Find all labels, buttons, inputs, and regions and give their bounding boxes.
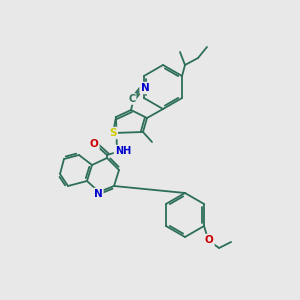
Text: N: N — [94, 189, 102, 199]
Text: O: O — [90, 139, 98, 149]
Text: C: C — [128, 94, 136, 104]
Text: NH: NH — [115, 146, 131, 156]
Text: S: S — [109, 128, 117, 138]
Text: N: N — [141, 83, 149, 93]
Text: O: O — [205, 235, 213, 245]
